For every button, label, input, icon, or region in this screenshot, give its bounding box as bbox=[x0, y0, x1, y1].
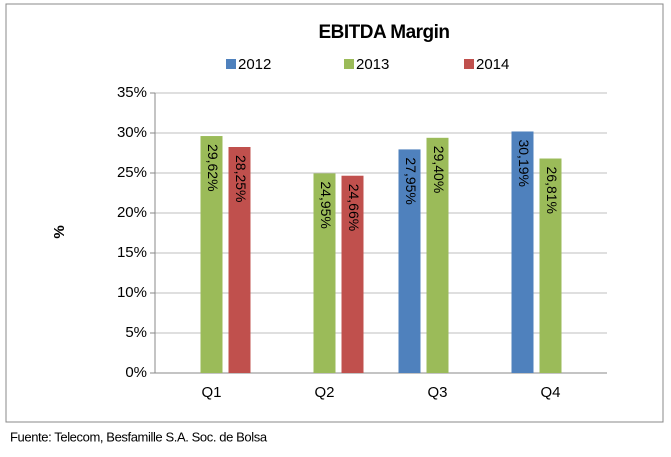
y-axis-label: % bbox=[51, 225, 68, 238]
value-label: 24,66% bbox=[346, 184, 362, 231]
x-tick-label: Q4 bbox=[540, 384, 560, 401]
y-tick-label: 5% bbox=[125, 324, 147, 341]
x-tick-label: Q2 bbox=[314, 384, 334, 401]
chart-title: EBITDA Margin bbox=[318, 22, 449, 43]
y-tick-label: 0% bbox=[125, 364, 147, 381]
x-tick-label: Q3 bbox=[427, 384, 447, 401]
bar bbox=[511, 131, 534, 373]
value-label: 30,19% bbox=[516, 139, 532, 186]
x-tick-label: Q1 bbox=[201, 384, 221, 401]
legend-label: 2014 bbox=[476, 56, 509, 73]
y-tick-label: 10% bbox=[117, 284, 147, 301]
bar bbox=[426, 137, 449, 373]
bar bbox=[341, 175, 364, 373]
y-tick-label: 30% bbox=[117, 124, 147, 141]
value-label: 29,40% bbox=[431, 146, 447, 193]
legend-swatch bbox=[226, 59, 236, 69]
legend-label: 2013 bbox=[356, 56, 389, 73]
y-tick-label: 35% bbox=[117, 84, 147, 101]
value-label: 29,62% bbox=[205, 144, 221, 191]
bar bbox=[228, 147, 251, 373]
legend-swatch bbox=[464, 59, 474, 69]
value-label: 24,95% bbox=[318, 181, 334, 228]
bar bbox=[200, 136, 223, 373]
bar bbox=[398, 149, 421, 373]
legend-label: 2012 bbox=[238, 56, 271, 73]
source-note: Fuente: Telecom, Besfamille S.A. Soc. de… bbox=[10, 429, 268, 444]
value-label: 26,81% bbox=[544, 167, 560, 214]
bar bbox=[313, 173, 336, 373]
value-label: 27,95% bbox=[403, 157, 419, 204]
bar bbox=[539, 158, 562, 373]
value-label: 28,25% bbox=[233, 155, 249, 202]
y-tick-label: 25% bbox=[117, 164, 147, 181]
y-tick-label: 15% bbox=[117, 244, 147, 261]
legend-swatch bbox=[344, 59, 354, 69]
y-tick-label: 20% bbox=[117, 204, 147, 221]
